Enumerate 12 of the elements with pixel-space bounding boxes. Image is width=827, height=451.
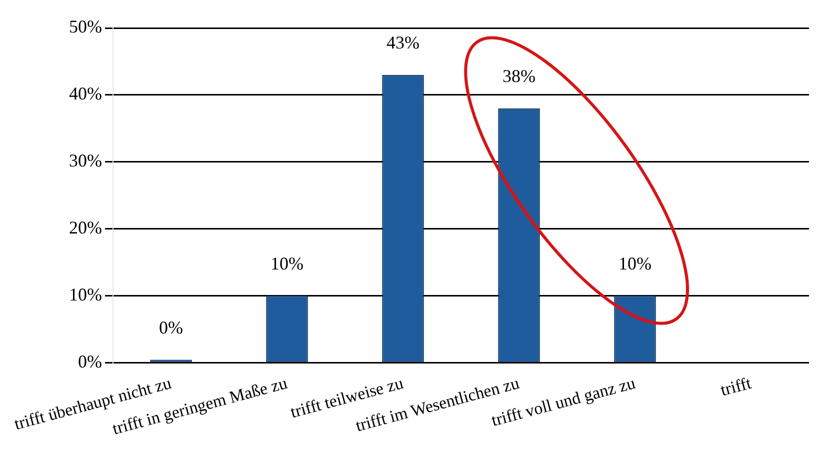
y-tick-label: 30% [69,150,102,171]
y-tick-label: 40% [69,84,102,104]
x-tick-label: trifft [718,373,754,400]
y-tick-label: 20% [69,218,102,238]
y-tick-label: 0% [78,351,102,372]
y-tick-label: 10% [69,284,102,304]
data-label: 38% [502,66,536,86]
data-label: 43% [386,32,420,53]
y-tick-label: 50% [69,16,102,37]
data-label: 0% [159,317,184,338]
data-label: 10% [270,253,304,274]
data-label: 10% [618,253,652,274]
